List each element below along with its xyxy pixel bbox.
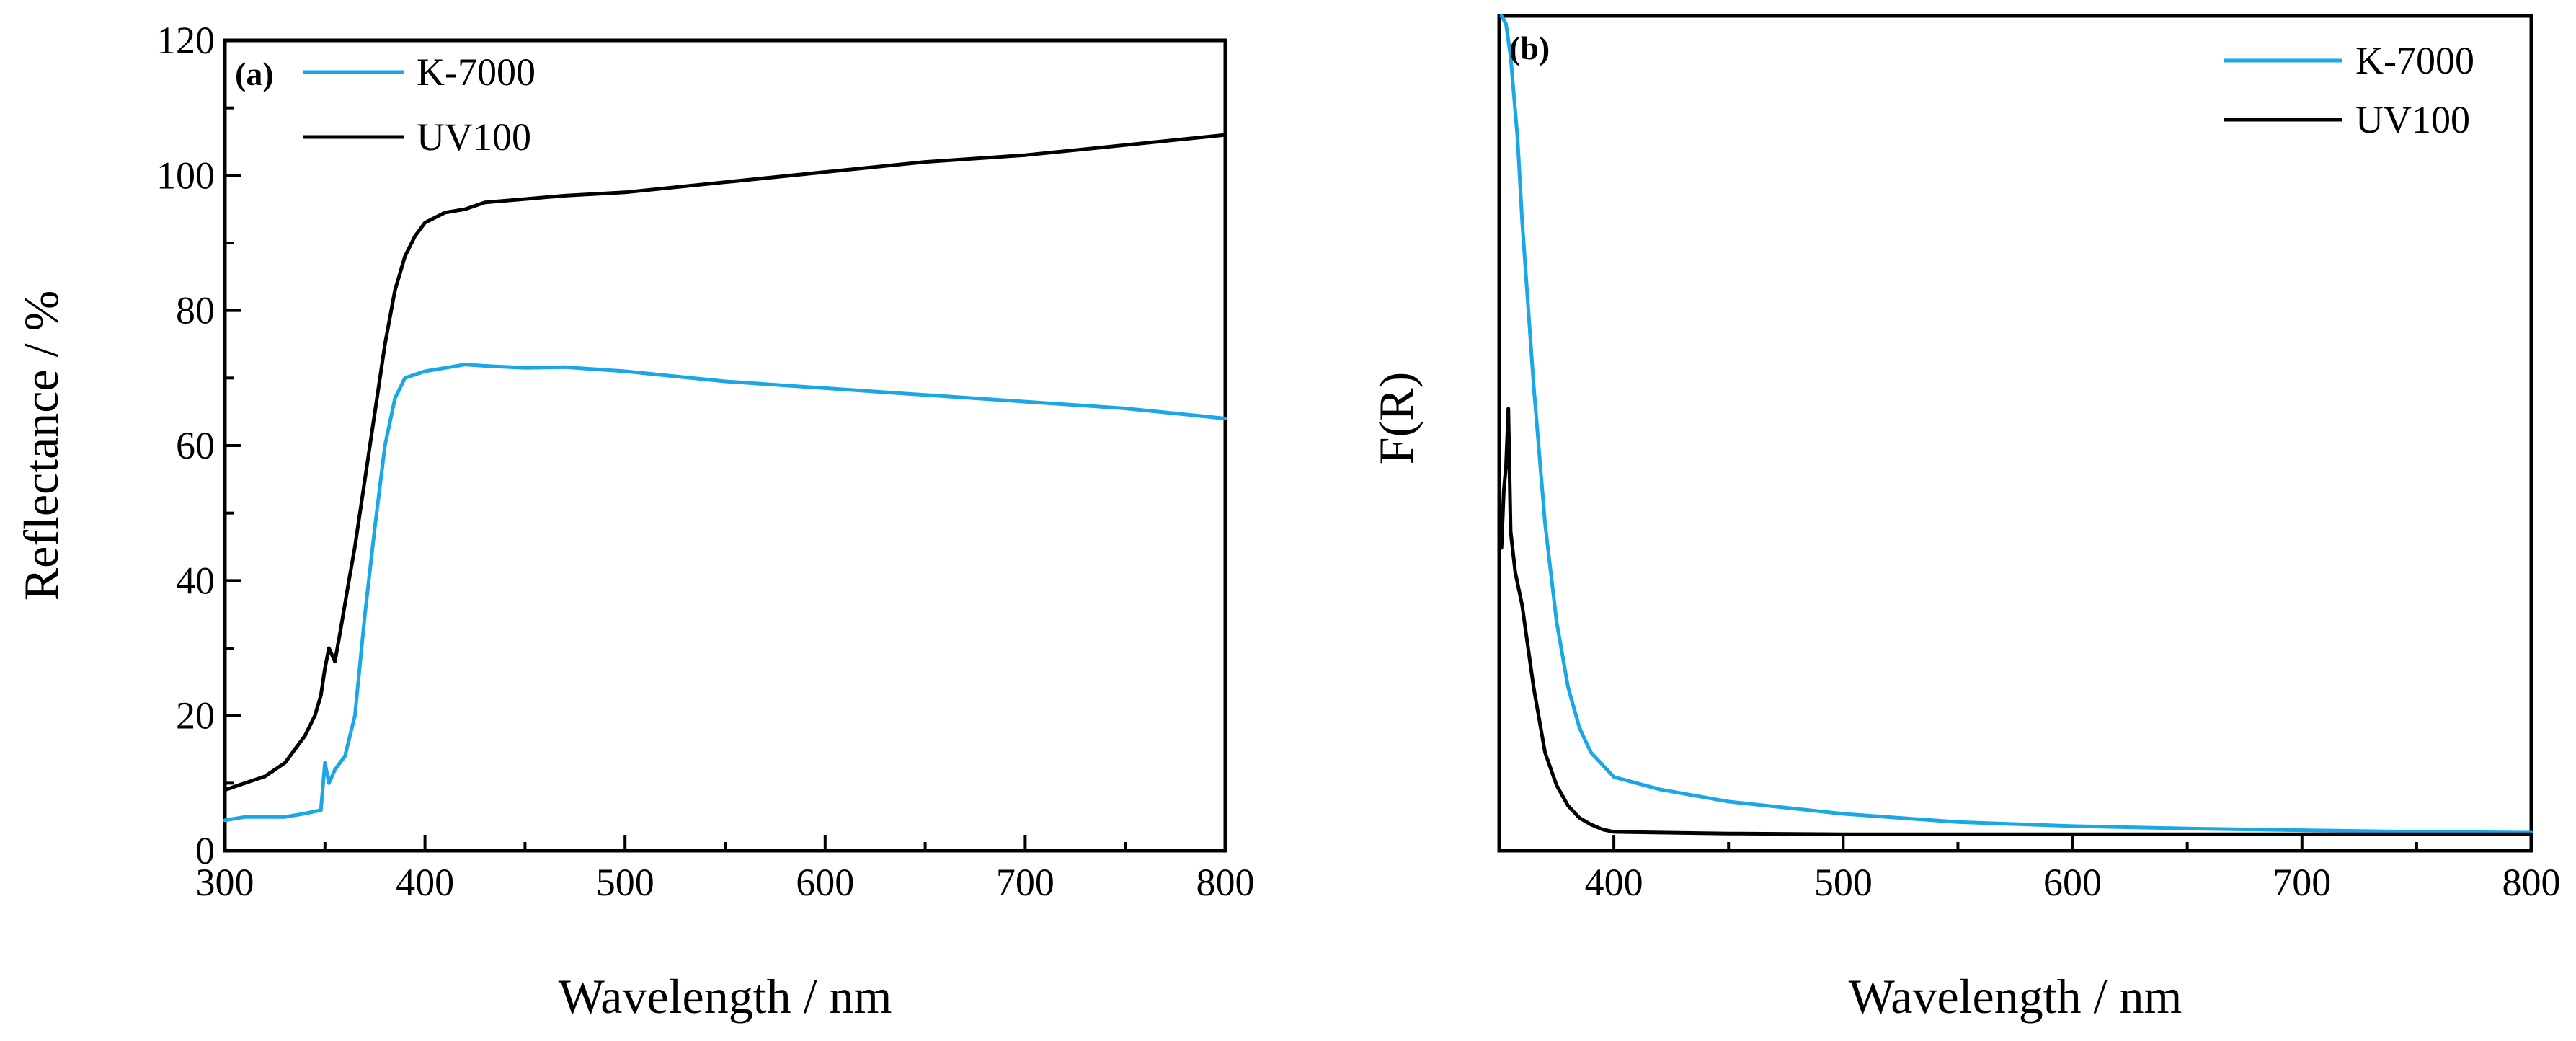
panel-b-plot-frame	[1497, 14, 2533, 853]
panel-b-x-tick-label: 700	[2273, 861, 2331, 904]
panel-b-x-tick-label: 800	[2502, 861, 2561, 904]
panel-a-y-tick-label: 60	[176, 424, 215, 467]
panel-a-series	[223, 133, 1227, 823]
panel-a-x-tick-label: 600	[796, 861, 854, 904]
panel-b-ticks: 400 500 600 700 800	[1498, 835, 2561, 904]
panel-b-legend-label-k7000: K-7000	[2355, 39, 2474, 82]
panel-a-reflectance-chart: 300 400 500 600 700 800 0 20 40 60 80 100 120 (a) K-…	[14, 19, 1255, 1024]
panel-a-series-uv100	[223, 133, 1227, 792]
panel-a-ticks: 300 400 500 600 700 800 0 20 40 60 80 100 120	[156, 19, 1255, 904]
panel-a-x-tick-label: 500	[596, 861, 654, 904]
panel-a-y-tick-label: 0	[195, 829, 215, 872]
panel-a-x-tick-label: 700	[996, 861, 1054, 904]
panel-a-legend-label-k7000: K-7000	[417, 50, 536, 94]
panel-a-y-tick-label: 100	[156, 154, 215, 197]
panel-b-legend-label-uv100: UV100	[2355, 98, 2470, 141]
panel-a-y-tick-label: 20	[176, 694, 215, 737]
panel-a-y-tick-label: 80	[176, 289, 215, 332]
panel-a-series-k7000	[223, 363, 1227, 823]
panel-b-series-uv100	[1499, 407, 2533, 836]
panel-b-series-k7000	[1499, 14, 2533, 835]
panel-b-label: (b)	[1509, 30, 1550, 66]
panel-a-x-tick-label: 300	[196, 861, 254, 904]
panel-b-x-tick-label: 500	[1814, 861, 1873, 904]
panel-b-x-tick-label: 400	[1585, 861, 1643, 904]
panel-a-y-tick-label: 40	[176, 559, 215, 602]
panel-a-plot-frame	[223, 38, 1227, 853]
panel-b-legend: K-7000 UV100	[2224, 39, 2474, 141]
panel-a-label: (a)	[235, 56, 274, 92]
panel-a-x-axis-label: Wavelength / nm	[559, 969, 892, 1024]
panel-a-y-axis-label: Reflectance / %	[14, 291, 68, 601]
panel-b-series	[1499, 14, 2533, 836]
panel-a-x-tick-label: 400	[396, 861, 454, 904]
panel-b-x-axis-label: Wavelength / nm	[1849, 969, 2182, 1024]
panel-a-legend-label-uv100: UV100	[417, 115, 531, 159]
panel-a-legend: K-7000 UV100	[303, 50, 536, 159]
panel-a-x-tick-label: 800	[1196, 861, 1255, 904]
panel-a-y-tick-label: 120	[156, 19, 215, 62]
panel-b-x-tick-label: 600	[2043, 861, 2102, 904]
panel-b-y-axis-label: F(R)	[1369, 372, 1424, 464]
panel-b-fr-chart: 400 500 600 700 800 (b) K-7000 UV100 Wavelen…	[1369, 14, 2561, 1024]
